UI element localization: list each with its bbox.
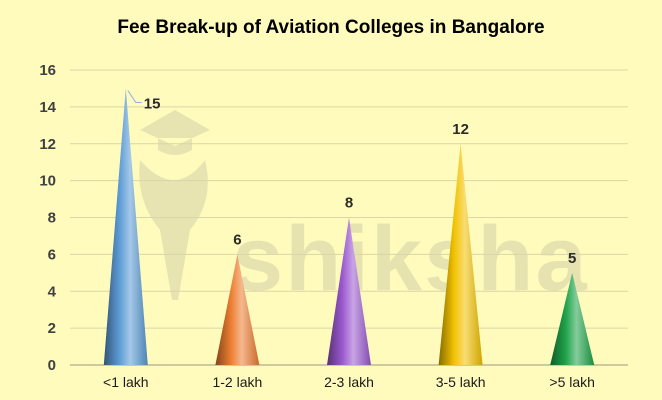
y-tick-label: 6 [48,246,56,263]
data-label: 15 [144,95,161,112]
data-label: 12 [452,121,469,138]
bar [327,217,371,365]
mortarboard-icon [140,110,210,155]
shiksha-watermark: shiksha [139,110,589,310]
x-axis-categories: <1 lakh 1-2 lakh 2-3 lakh 3-5 lakh >5 lakh [103,374,595,390]
pen-nib-icon [139,160,208,300]
bar [438,143,483,365]
y-tick-label: 12 [39,136,56,153]
data-label: 8 [345,195,353,212]
y-tick-label: 16 [39,62,56,79]
leader-lines [127,90,142,103]
data-label: 5 [568,250,576,267]
bar [103,88,148,365]
data-label: 6 [233,231,241,248]
bars [103,88,595,365]
y-tick-label: 4 [48,283,57,300]
leader-line [127,90,142,103]
chart-title: Fee Break-up of Aviation Colleges in Ban… [117,17,544,38]
y-axis-ticks: 0 2 4 6 8 10 12 14 16 [39,62,56,374]
y-tick-label: 8 [48,210,56,227]
x-category-label: 2-3 lakh [324,374,374,390]
y-tick-label: 14 [39,99,56,116]
x-category-label: 3-5 lakh [436,374,486,390]
bar [215,254,260,365]
x-category-label: <1 lakh [103,374,149,390]
x-category-label: >5 lakh [549,374,595,390]
y-tick-label: 0 [48,357,56,374]
data-labels: 15 6 8 12 5 [144,95,577,266]
y-tick-label: 10 [39,173,56,190]
bar [550,272,595,365]
y-tick-label: 2 [48,320,56,337]
x-category-label: 1-2 lakh [212,374,262,390]
watermark-text: shiksha [232,208,589,310]
